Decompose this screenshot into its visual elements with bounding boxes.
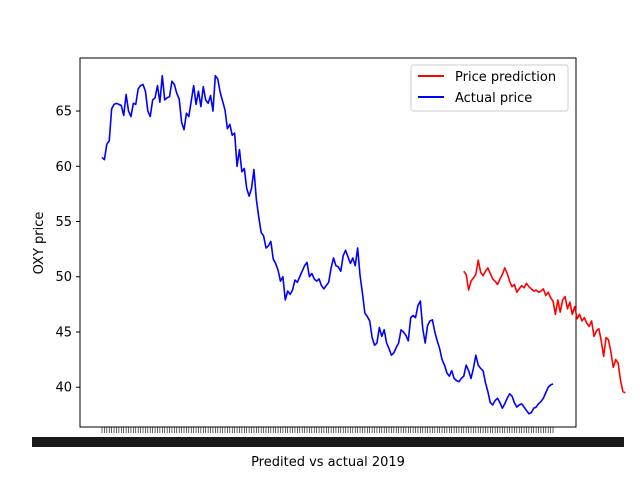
legend-box (410, 64, 569, 112)
x-tick-labels-overlapping (32, 437, 624, 447)
series-lines (101, 74, 626, 415)
series-line-actual-price (101, 74, 554, 415)
y-tick-label: 65 (55, 105, 72, 120)
y-tick-label: 45 (55, 325, 72, 340)
y-tick-label: 50 (55, 270, 72, 285)
y-tick-label: 40 (55, 381, 72, 396)
y-axis-label: OXY price (32, 212, 47, 275)
legend-label-actual-price: Actual price (455, 91, 532, 106)
y-axis-ticks: 40 45 50 55 60 65 (55, 105, 80, 396)
plot-frame (79, 57, 577, 428)
x-axis-label: Predited vs actual 2019 (251, 455, 405, 470)
legend: Price prediction Actual price (410, 64, 569, 112)
legend-label-price-prediction: Price prediction (455, 70, 556, 85)
y-tick-label: 55 (55, 215, 72, 230)
x-axis-ticks (32, 427, 624, 447)
series-line-price-prediction (463, 259, 626, 394)
y-tick-label: 60 (55, 160, 72, 175)
